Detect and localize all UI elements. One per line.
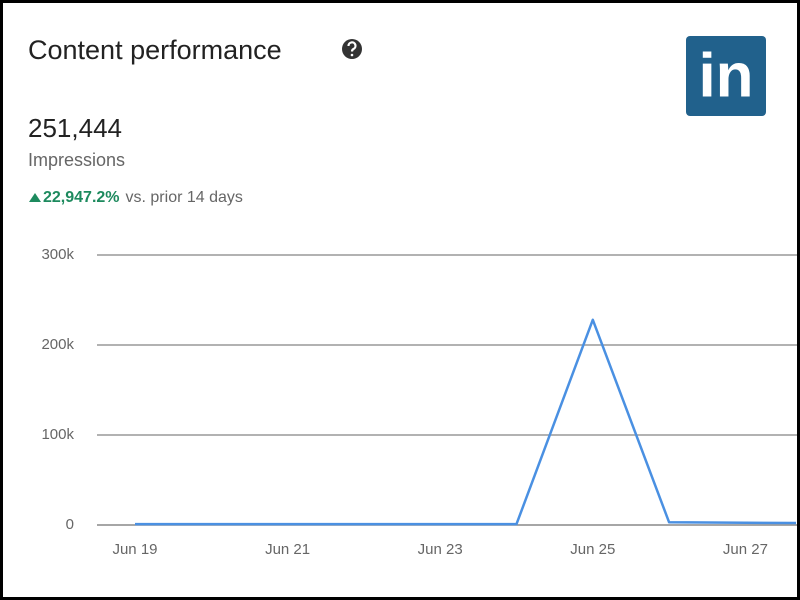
plot: 0 100k 200k 300k Jun 19 Jun 21 Jun 23 Jun 25 Jun… bbox=[41, 246, 800, 558]
x-tick-label: Jun 19 bbox=[112, 541, 157, 558]
title: Content performance bbox=[28, 35, 282, 65]
line-clip bbox=[135, 318, 796, 526]
logo: in bbox=[686, 36, 766, 116]
logo-text: in bbox=[698, 41, 753, 110]
help-icon[interactable] bbox=[342, 39, 362, 59]
x-tick-label: Jun 25 bbox=[570, 541, 615, 558]
x-tick-label: Jun 27 bbox=[723, 541, 768, 558]
y-tick-label: 100k bbox=[41, 426, 74, 443]
up-arrow bbox=[29, 193, 41, 202]
change-note: vs. prior 14 days bbox=[126, 189, 243, 206]
x-tick-label: Jun 23 bbox=[418, 541, 463, 558]
impressions-line bbox=[135, 318, 796, 526]
y-tick-label: 0 bbox=[66, 516, 74, 533]
x-tick-label: Jun 21 bbox=[265, 541, 310, 558]
y-tick-label: 200k bbox=[41, 336, 74, 353]
y-tick-label: 300k bbox=[41, 246, 74, 263]
change: 22,947.2% bbox=[43, 189, 120, 206]
metric-value: 251,444 bbox=[28, 113, 122, 143]
metric-label: Impressions bbox=[28, 150, 125, 170]
